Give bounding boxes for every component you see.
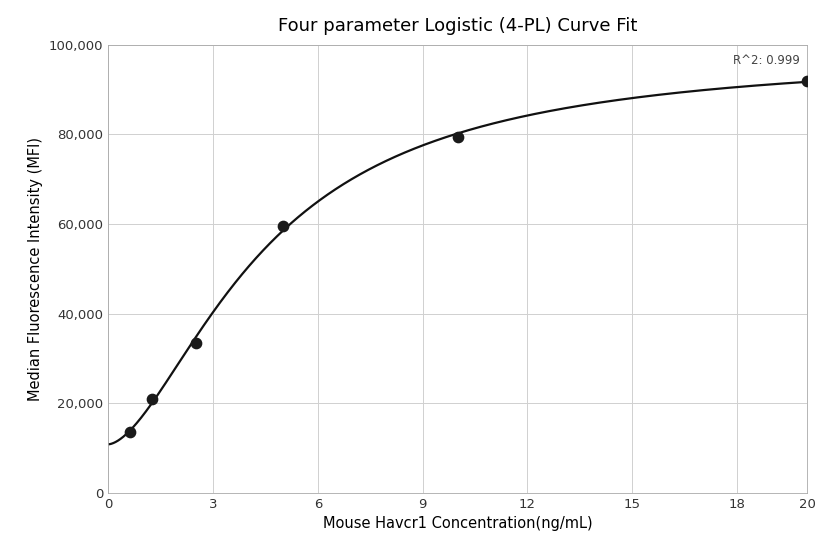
Point: [800, 76, 814, 85]
Point: [146, 394, 159, 403]
X-axis label: Mouse Havcr1 Concentration(ng/mL): Mouse Havcr1 Concentration(ng/mL): [323, 516, 592, 531]
Title: Four parameter Logistic (4-PL) Curve Fit: Four parameter Logistic (4-PL) Curve Fit: [278, 17, 637, 35]
Point: [276, 222, 290, 231]
Point: [189, 338, 202, 347]
Point: [123, 428, 136, 437]
Point: [451, 132, 464, 141]
Text: R^2: 0.999: R^2: 0.999: [733, 54, 800, 67]
Y-axis label: Median Fluorescence Intensity (MFI): Median Fluorescence Intensity (MFI): [28, 137, 43, 401]
